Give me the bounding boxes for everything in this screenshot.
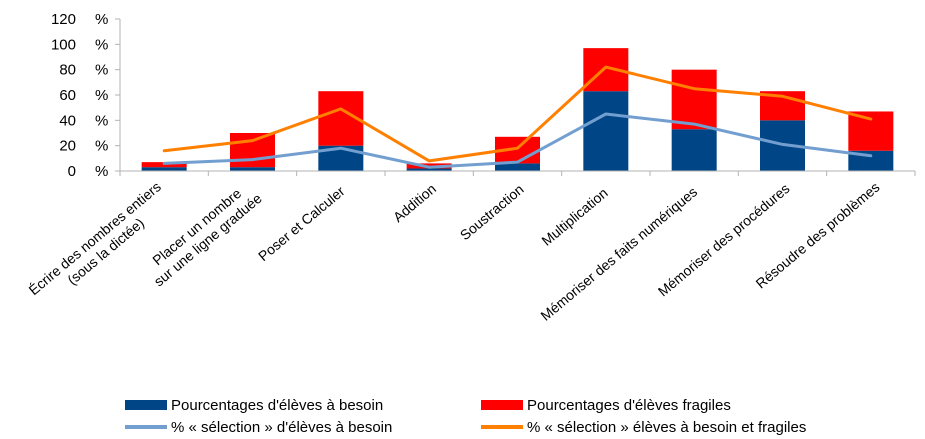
x-tick-label: Soustraction (457, 181, 527, 243)
y-tick-unit: % (95, 138, 108, 155)
bar-besoin (406, 168, 452, 171)
y-tick-unit: % (95, 11, 108, 28)
x-tick-label: Mémoriser des faits numériques (537, 184, 700, 324)
lines (162, 65, 873, 169)
x-tick-label-line: Multiplication (538, 184, 610, 248)
x-tick-label-line: Soustraction (457, 181, 527, 243)
bar-fragiles (671, 69, 717, 130)
legend-item-besoin: Pourcentages d'élèves à besoin (125, 397, 481, 414)
y-tick-unit: % (95, 163, 108, 180)
legend-swatch-besoin (125, 400, 167, 410)
legend-label-selection-besoin: % « sélection » d'élèves à besoin (171, 418, 393, 436)
y-tick-unit: % (95, 36, 108, 53)
x-tick-label: Multiplication (538, 184, 610, 248)
y-tick-unit: % (95, 112, 108, 129)
bars (141, 48, 894, 171)
y-tick-label: 60 (59, 87, 76, 104)
x-tick-label-line: Poser et Calculer (255, 183, 348, 264)
bar-fragiles (848, 111, 894, 151)
legend-swatch-selection-besoin-fragiles (481, 425, 523, 429)
legend-label-selection-besoin-fragiles: % « sélection » élèves à besoin et fragi… (527, 418, 807, 436)
legend: Pourcentages d'élèves à besoin Pourcenta… (125, 394, 845, 438)
y-axis: 0 % 20 % 40 % 60 % 80 % 100 % 120% (51, 11, 121, 180)
x-tick-label: Écrire des nombres entiers(sous la dicté… (25, 178, 174, 311)
bar-besoin (583, 91, 629, 171)
legend-swatch-fragiles (481, 400, 523, 410)
bar-besoin (671, 129, 717, 171)
x-tick-label-line: Écrire des nombres entiers (25, 178, 163, 298)
x-tick-label: Poser et Calculer (255, 183, 348, 264)
legend-item-selection-besoin-fragiles: % « sélection » élèves à besoin et fragi… (481, 419, 806, 436)
y-tick-label: 120 (51, 11, 76, 28)
y-tick-label: 0 (68, 163, 76, 180)
y-tick-label: 100 (51, 36, 76, 53)
line-selection-besoin (162, 112, 873, 169)
y-tick-label: 20 (59, 138, 76, 155)
line-selection-besoin-fragiles (162, 65, 873, 163)
x-tick-label: Addition (390, 180, 439, 225)
y-tick-unit: % (95, 62, 108, 79)
legend-item-fragiles: Pourcentages d'élèves fragiles (481, 397, 731, 414)
y-tick-label: 80 (59, 62, 76, 79)
legend-item-selection-besoin: % « sélection » d'élèves à besoin (125, 419, 481, 436)
x-tick-label-line: Mémoriser des faits numériques (537, 184, 700, 324)
bar-fragiles (230, 133, 275, 168)
chart-area: 0 % 20 % 40 % 60 % 80 % 100 % 120% Écrire des nombre… (25, 11, 916, 324)
legend-label-besoin: Pourcentages d'élèves à besoin (171, 396, 384, 414)
x-axis: Écrire des nombres entiers(sous la dicté… (25, 170, 916, 324)
bar-besoin (495, 163, 540, 171)
y-tick-unit: % (95, 87, 108, 104)
bar-besoin (141, 167, 187, 171)
legend-swatch-selection-besoin (125, 425, 167, 429)
bar-besoin (230, 167, 275, 171)
y-tick-label: 40 (59, 112, 76, 129)
legend-label-fragiles: Pourcentages d'élèves fragiles (527, 396, 731, 414)
x-tick-label-line: Addition (390, 180, 439, 225)
